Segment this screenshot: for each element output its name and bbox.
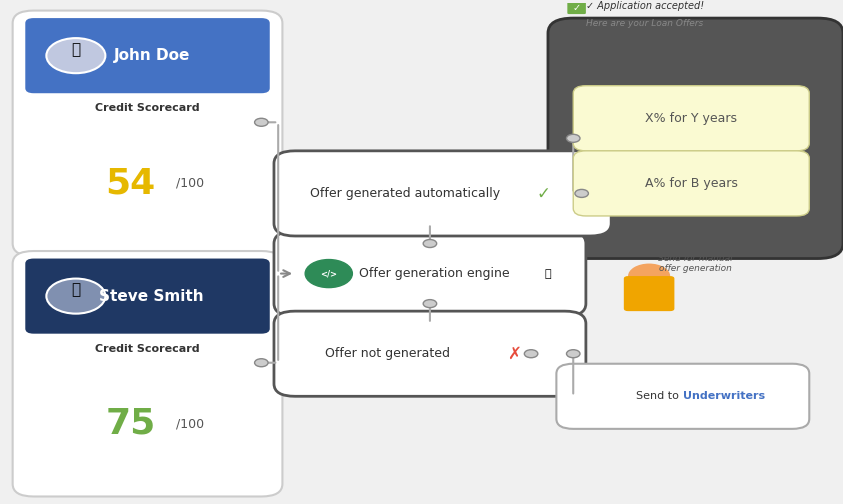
Text: Send for manual
offer generation: Send for manual offer generation xyxy=(658,254,733,273)
FancyBboxPatch shape xyxy=(25,18,270,93)
FancyBboxPatch shape xyxy=(274,311,586,396)
FancyBboxPatch shape xyxy=(573,151,809,216)
Text: X% for Y years: X% for Y years xyxy=(645,112,738,125)
Text: Offer generation engine: Offer generation engine xyxy=(359,267,509,280)
FancyBboxPatch shape xyxy=(556,364,809,429)
FancyBboxPatch shape xyxy=(13,251,282,496)
Text: 🔷: 🔷 xyxy=(545,269,551,279)
Text: ✓: ✓ xyxy=(537,184,550,203)
Text: John Doe: John Doe xyxy=(114,48,190,63)
FancyBboxPatch shape xyxy=(567,1,586,14)
Text: Underwriters: Underwriters xyxy=(683,391,765,401)
Circle shape xyxy=(566,134,580,142)
Text: Send to: Send to xyxy=(636,391,683,401)
Text: Credit Scorecard: Credit Scorecard xyxy=(95,344,200,354)
FancyBboxPatch shape xyxy=(573,86,809,151)
Circle shape xyxy=(423,239,437,247)
Text: Here are your Loan Offers: Here are your Loan Offers xyxy=(586,19,703,28)
Text: 👤: 👤 xyxy=(72,283,80,297)
Text: 👤: 👤 xyxy=(72,42,80,57)
Circle shape xyxy=(305,260,352,288)
Text: Credit Scorecard: Credit Scorecard xyxy=(95,103,200,113)
Text: ✗: ✗ xyxy=(507,345,521,363)
Text: /100: /100 xyxy=(175,177,204,190)
Text: </>: </> xyxy=(320,269,337,278)
FancyBboxPatch shape xyxy=(274,151,611,236)
Circle shape xyxy=(566,350,580,358)
Circle shape xyxy=(423,299,437,307)
Circle shape xyxy=(255,359,268,367)
Text: ✓: ✓ xyxy=(572,3,581,13)
FancyBboxPatch shape xyxy=(624,276,674,311)
FancyBboxPatch shape xyxy=(13,11,282,256)
Circle shape xyxy=(524,350,538,358)
Circle shape xyxy=(575,190,588,198)
Text: 75: 75 xyxy=(105,407,156,441)
Text: Steve Smith: Steve Smith xyxy=(99,289,204,303)
Text: Offer not generated: Offer not generated xyxy=(325,347,450,360)
Circle shape xyxy=(255,118,268,127)
Text: /100: /100 xyxy=(175,417,204,430)
Text: 54: 54 xyxy=(105,166,156,201)
Circle shape xyxy=(46,38,105,73)
Text: ✓ Application accepted!: ✓ Application accepted! xyxy=(586,1,704,11)
Circle shape xyxy=(628,264,670,289)
Circle shape xyxy=(46,279,105,313)
FancyBboxPatch shape xyxy=(274,231,586,316)
FancyBboxPatch shape xyxy=(25,259,270,334)
Text: A% for B years: A% for B years xyxy=(645,177,738,190)
Text: Offer generated automatically: Offer generated automatically xyxy=(309,187,500,200)
FancyBboxPatch shape xyxy=(548,18,843,259)
